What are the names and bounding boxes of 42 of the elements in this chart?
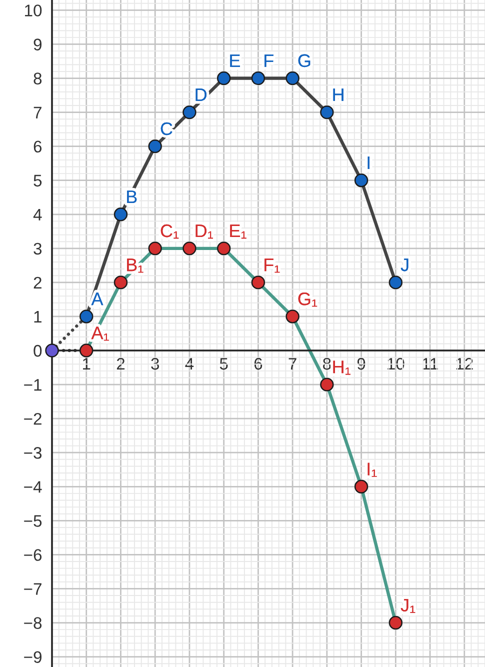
y-tick-label: −8 [24,617,42,629]
x-tick-label: 5 [220,358,228,370]
y-tick-label: 2 [34,276,42,288]
annotation: F [264,54,274,67]
annotation: J₁ [400,598,416,613]
y-tick-label: 6 [34,140,42,153]
annotation: E₁ [230,224,246,239]
y-tick-label: −6 [24,549,42,561]
annotation: I [368,156,370,169]
y-tick-label: 3 [34,242,42,255]
annotation: J [400,258,408,272]
annotation: G₁ [298,292,318,307]
annotation: H [333,88,344,101]
y-tick-label: 1 [34,311,42,323]
y-tick-label: 8 [34,72,42,84]
annotation: D₁ [196,224,213,239]
y-tick-label: 7 [34,106,42,118]
annotation: G [298,54,310,68]
annotation: D [196,88,206,101]
y-tick-label: −7 [24,583,42,595]
annotation: H₁ [333,360,350,375]
x-tick-label: 6 [254,358,262,370]
x-tick-label: 1 [83,358,90,370]
x-tick-label: 2 [116,358,125,370]
y-tick-label: −5 [24,515,42,527]
y-tick-label: −2 [24,412,42,425]
annotation: F₁ [264,258,280,273]
x-tick-label: 4 [185,358,194,370]
annotation: E [230,54,240,67]
annotation: C₁ [160,224,179,239]
y-tick-label: −9 [24,651,42,663]
y-tick-label: −3 [24,447,42,459]
annotation: C [160,122,172,136]
y-tick-label: 0 [34,344,42,357]
annotation: I₁ [368,462,377,477]
y-tick-label: 10 [25,4,42,16]
x-tick-label: 7 [288,358,296,370]
y-tick-label: 5 [34,174,42,187]
y-tick-label: 9 [34,38,42,50]
y-tick-label: −4 [24,481,42,493]
y-tick-label: −1 [24,379,42,391]
y-tick-label: 4 [33,208,42,220]
